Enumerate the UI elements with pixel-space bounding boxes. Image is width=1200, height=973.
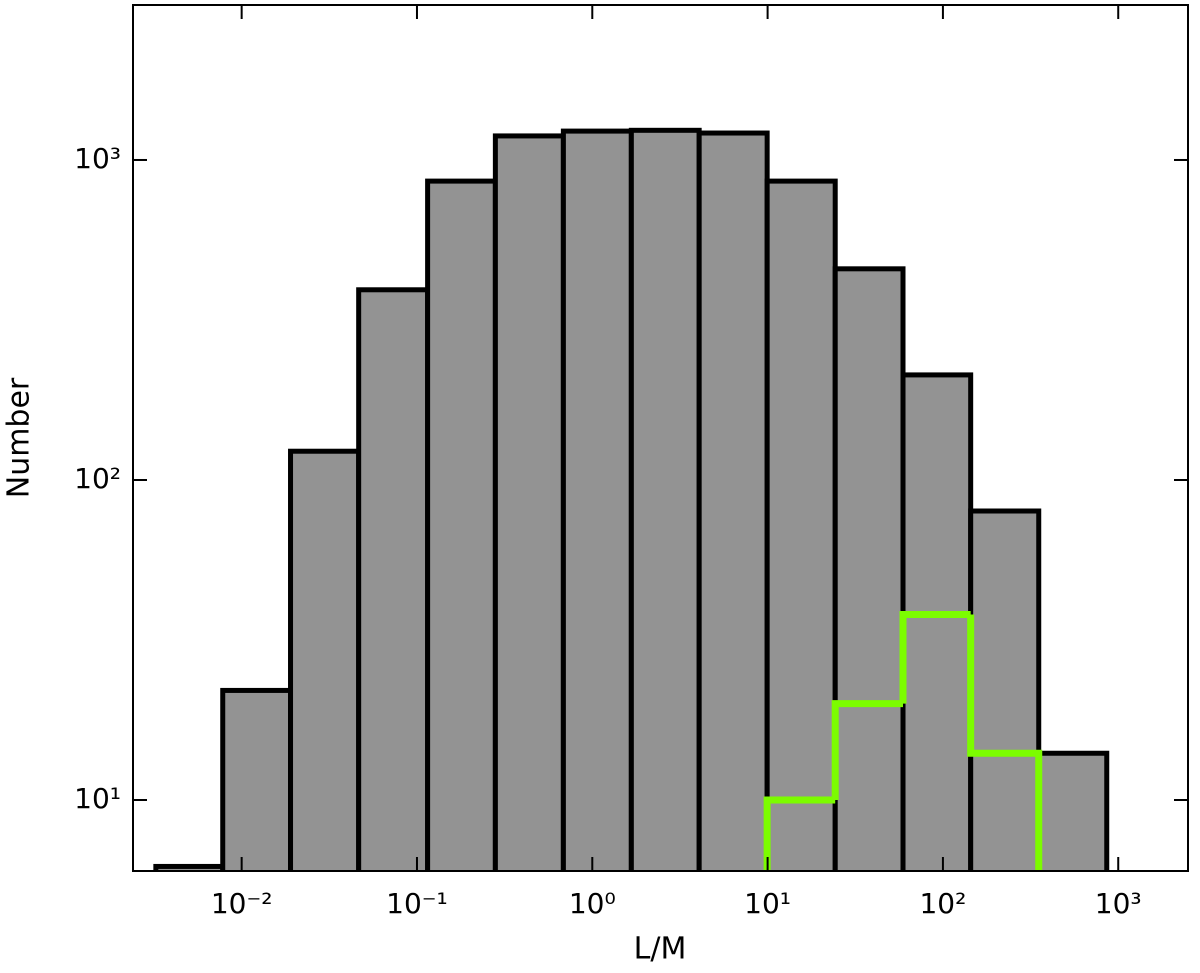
histogram-bar	[968, 508, 1042, 871]
x-tick-label: 10²	[919, 887, 966, 920]
histogram-bar	[492, 133, 566, 871]
histogram-bar	[356, 287, 431, 871]
histogram-step	[967, 614, 1043, 871]
y-tick-label: 10²	[74, 462, 121, 495]
histogram-bar	[696, 130, 770, 871]
x-axis-label: L/M	[634, 932, 687, 967]
histogram-bar	[153, 863, 226, 871]
histogram-step	[831, 700, 904, 801]
histogram-step	[763, 796, 836, 871]
x-tick-label: 10¹	[744, 887, 791, 920]
histogram-bar	[220, 687, 294, 871]
histogram-step	[899, 610, 971, 704]
y-axis-label: Number	[2, 377, 37, 498]
y-tick-label: 10³	[74, 142, 121, 175]
plot-area	[153, 127, 1110, 871]
histogram-bar	[425, 178, 498, 871]
histogram-bar	[288, 448, 362, 871]
histogram-bar	[560, 128, 634, 871]
x-tick-label: 10⁰	[569, 887, 616, 920]
histogram-bar	[628, 127, 702, 871]
histogram-bar	[832, 266, 906, 871]
x-tick-label: 10³	[1095, 887, 1142, 920]
x-tick-label: 10⁻²	[211, 887, 273, 920]
histogram-bar	[1036, 750, 1110, 871]
y-tick-label: 10¹	[74, 782, 121, 815]
x-tick-label: 10⁻¹	[386, 887, 448, 920]
histogram-bar	[900, 372, 974, 871]
axes-frame	[132, 4, 1189, 872]
histogram-bar	[764, 178, 838, 871]
